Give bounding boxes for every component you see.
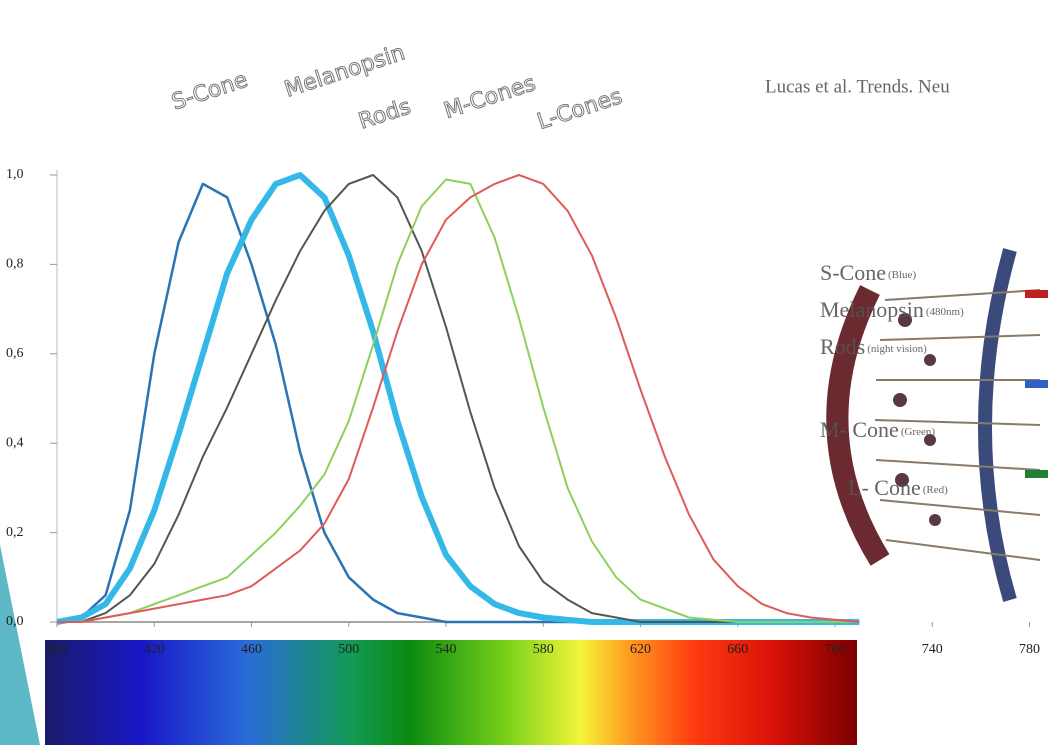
- y-tick-label: 0,8: [6, 257, 24, 272]
- series-line: [57, 184, 859, 622]
- x-tick-label: 660: [727, 642, 748, 657]
- diagram-label-text: Melanopsin: [820, 297, 924, 322]
- chart: Lucas et al. Trends. Neu 0,0 0,2 0,4 0,6 0,8…: [0, 0, 1048, 745]
- series-label: L-Cones: [534, 84, 625, 135]
- x-tick-label: 740: [922, 642, 943, 657]
- x-tick-label: 540: [436, 642, 457, 657]
- y-tick-label: 0,2: [6, 525, 24, 540]
- x-tick-label: 500: [338, 642, 359, 657]
- y-tick-label: 0,6: [6, 346, 24, 361]
- diagram-label-note: (Green): [901, 426, 936, 438]
- diagram-label: Rods(night vision): [820, 334, 927, 359]
- series-label: S-Cone: [169, 68, 251, 116]
- y-tick-label: 0,4: [6, 435, 24, 450]
- decor-triangle: [0, 545, 40, 745]
- diagram-label-text: S-Cone: [820, 260, 886, 285]
- diagram-label-note: (Blue): [888, 269, 916, 281]
- series-label: M-Cones: [441, 71, 539, 124]
- x-tick-label: 420: [144, 642, 165, 657]
- y-tick-label: 1,0: [6, 167, 24, 182]
- source: Lucas et al. Trends. Neu: [765, 76, 950, 97]
- diagram-label-text: L- Cone: [848, 475, 921, 500]
- y-tick-label: 0,0: [6, 614, 24, 629]
- series-label: Rods: [356, 94, 414, 134]
- diagram-label: S-Cone(Blue): [820, 260, 916, 285]
- diagram-label: Melanopsin(480nm): [820, 297, 964, 322]
- diagram-label-note: (night vision): [867, 343, 927, 355]
- diagram-label-note: (480nm): [926, 306, 964, 318]
- x-tick-label: 620: [630, 642, 651, 657]
- x-tick-label: 580: [533, 642, 554, 657]
- x-tick-label: 780: [1019, 642, 1040, 657]
- x-tick-label: 700: [825, 642, 846, 657]
- diagram-label: L- Cone(Red): [848, 475, 948, 500]
- diagram-label-text: Rods: [820, 334, 865, 359]
- diagram-label-text: M- Cone: [820, 417, 899, 442]
- series-label: Melanopsin: [282, 40, 409, 102]
- x-tick-label: 380: [47, 642, 68, 657]
- x-tick-label: 460: [241, 642, 262, 657]
- diagram-label-note: (Red): [923, 484, 948, 496]
